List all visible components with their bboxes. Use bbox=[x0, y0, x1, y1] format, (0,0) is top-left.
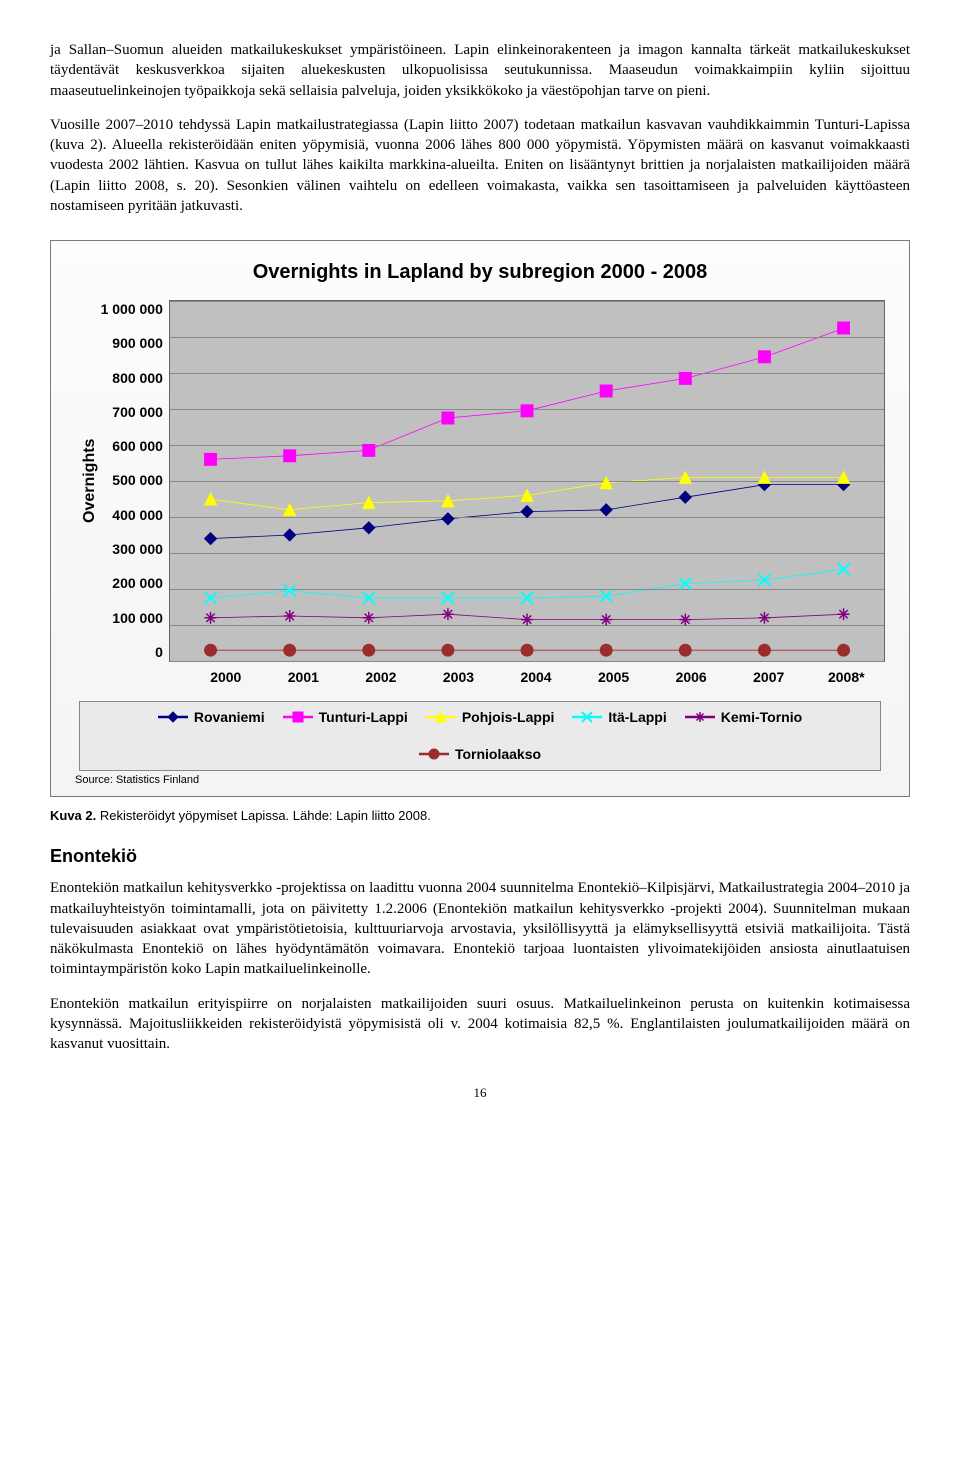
chart-source: Source: Statistics Finland bbox=[75, 773, 885, 788]
body-paragraph: Vuosille 2007–2010 tehdyssä Lapin matkai… bbox=[50, 115, 910, 216]
page-number: 16 bbox=[50, 1084, 910, 1102]
legend-item: Pohjois-Lappi bbox=[426, 708, 555, 727]
legend-item: Rovaniemi bbox=[158, 708, 265, 727]
chart-yaxis: 1 000 000900 000800 000700 000600 000500… bbox=[101, 300, 169, 662]
chart-plot-area bbox=[169, 300, 885, 662]
legend-item: Kemi-Tornio bbox=[685, 708, 802, 727]
chart-title: Overnights in Lapland by subregion 2000 … bbox=[75, 259, 885, 286]
body-paragraph: ja Sallan–Suomun alueiden matkailukeskuk… bbox=[50, 40, 910, 101]
legend-item: Torniolaakso bbox=[419, 745, 541, 764]
body-paragraph: Enontekiön matkailun kehitysverkko -proj… bbox=[50, 878, 910, 979]
overnights-chart: Overnights in Lapland by subregion 2000 … bbox=[50, 240, 910, 797]
caption-text: Rekisteröidyt yöpymiset Lapissa. Lähde: … bbox=[96, 808, 431, 823]
legend-item: Itä-Lappi bbox=[572, 708, 666, 727]
chart-xaxis: 200020012002200320042005200620072008* bbox=[187, 662, 885, 687]
figure-caption: Kuva 2. Rekisteröidyt yöpymiset Lapissa.… bbox=[50, 807, 910, 825]
chart-ylabel: Overnights bbox=[75, 300, 101, 662]
caption-label: Kuva 2. bbox=[50, 808, 96, 823]
body-paragraph: Enontekiön matkailun erityispiirre on no… bbox=[50, 994, 910, 1055]
legend-item: Tunturi-Lappi bbox=[283, 708, 408, 727]
chart-legend: Rovaniemi Tunturi-Lappi Pohjois-Lappi Itä-L… bbox=[79, 701, 881, 771]
section-heading: Enontekiö bbox=[50, 844, 910, 868]
